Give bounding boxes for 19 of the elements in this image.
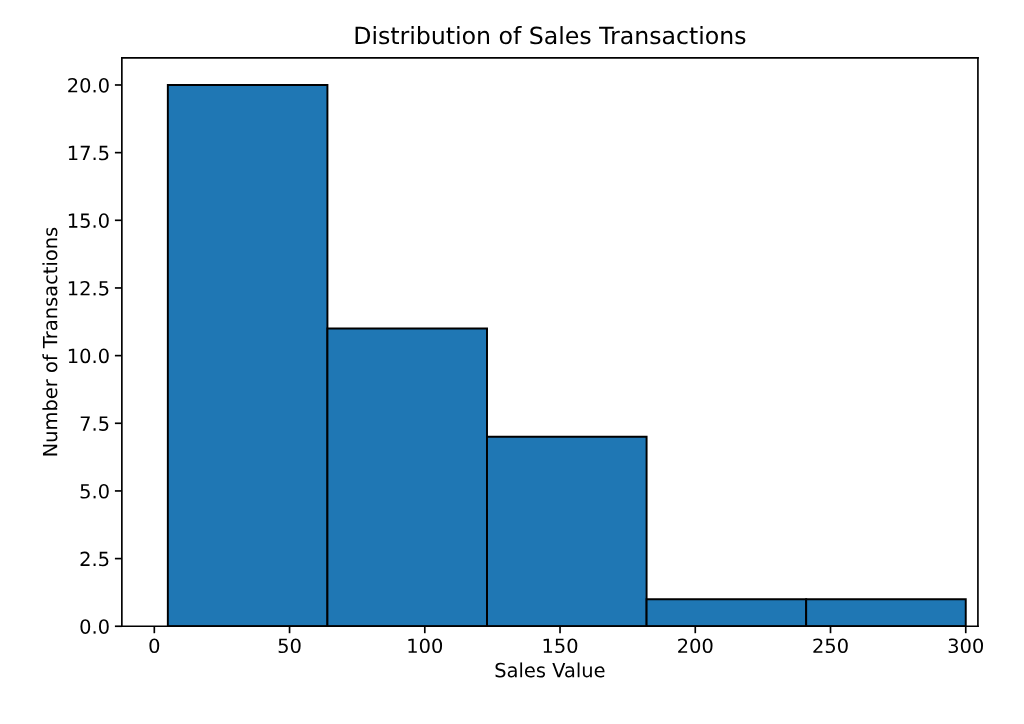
x-tick-label: 300 [948,638,984,654]
y-tick-label: 2.5 [80,551,109,567]
x-tick-label: 150 [543,638,578,654]
y-tick-label: 5.0 [80,483,109,499]
x-axis-title: Sales Value [495,662,605,678]
chart-title: Distribution of Sales Transactions [355,26,746,45]
y-tick-label: 12.5 [68,280,109,296]
y-tick-label: 0.0 [80,619,109,634]
x-tick-label: 50 [278,638,301,654]
y-tick-label: 7.5 [80,416,109,431]
y-axis-title: Number of Transactions [42,227,58,456]
y-tick-label: 20.0 [68,77,109,93]
x-tick-label: 0 [149,638,160,654]
y-tick-label: 15.0 [68,213,109,228]
y-tick-label: 10.0 [68,348,109,364]
x-tick-label: 100 [408,638,443,654]
x-tick-label: 200 [678,638,713,654]
x-tick-label: 250 [813,638,848,654]
y-tick-label: 17.5 [68,145,109,161]
